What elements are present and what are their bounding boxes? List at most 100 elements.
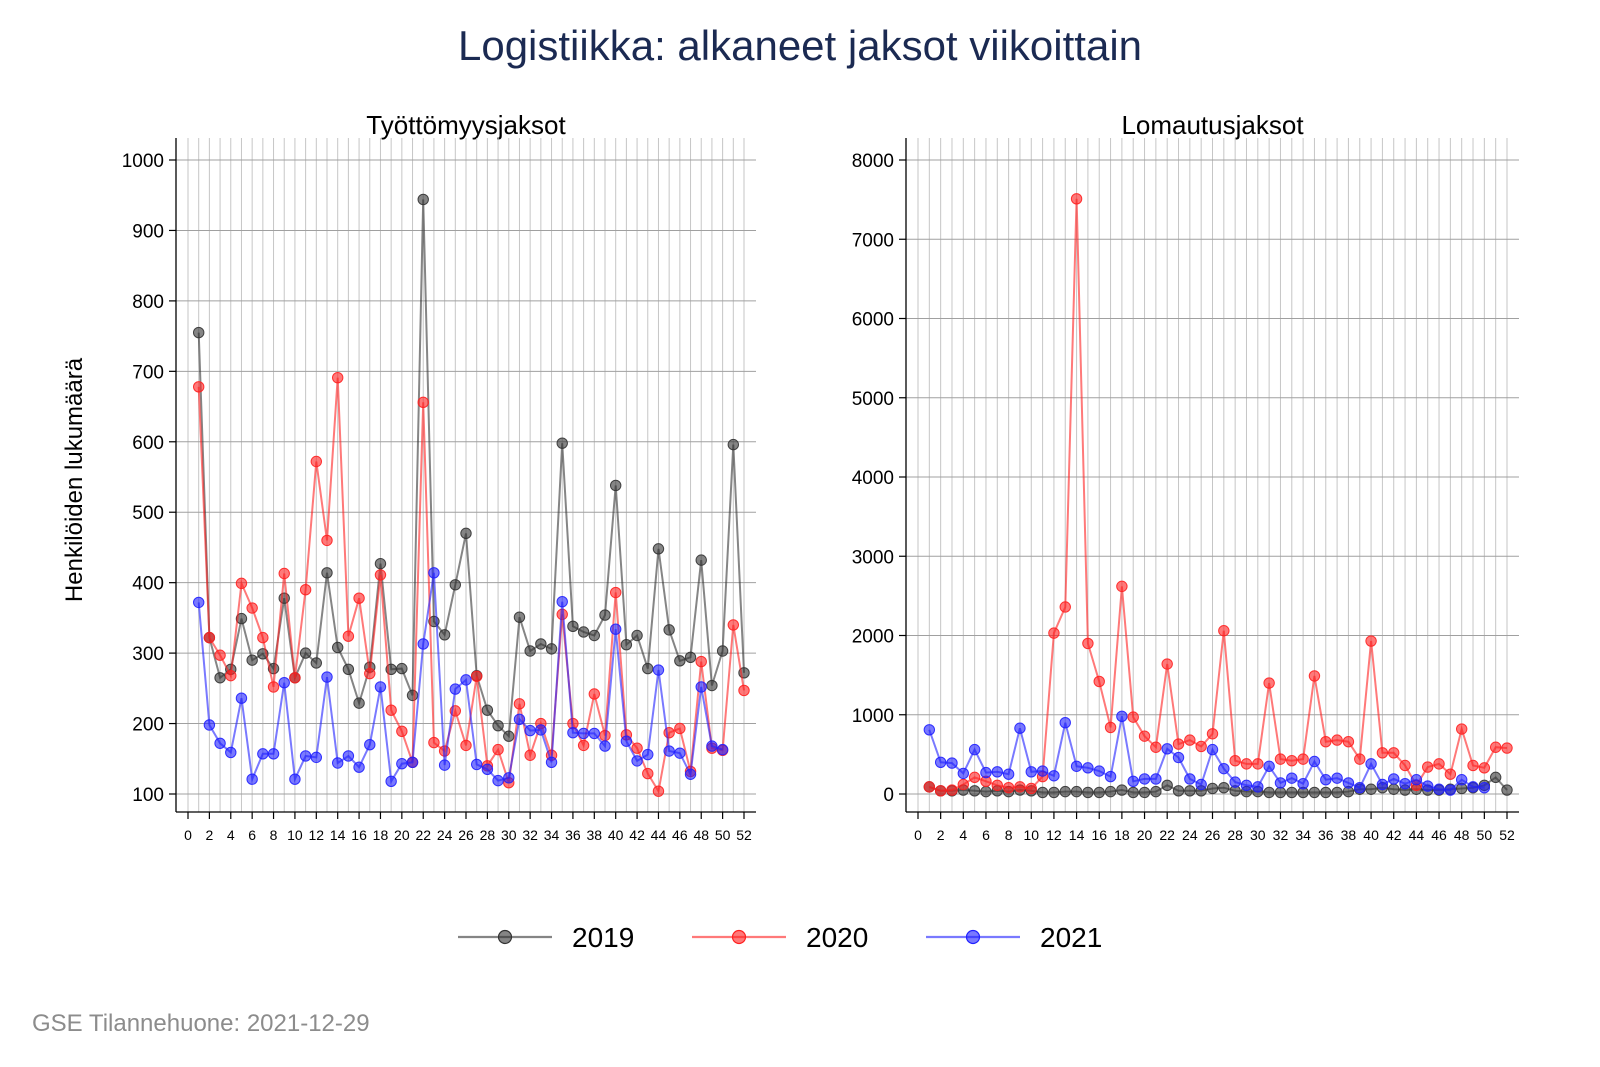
data-point bbox=[449, 683, 462, 695]
data-point bbox=[1014, 722, 1026, 734]
data-point bbox=[716, 645, 729, 657]
data-point bbox=[1263, 760, 1275, 772]
data-point bbox=[706, 740, 718, 752]
y-tick-label: 0 bbox=[883, 785, 894, 806]
series-line-2020 bbox=[197, 377, 745, 794]
data-point bbox=[1388, 773, 1400, 785]
data-point bbox=[1308, 786, 1321, 799]
series-2019 bbox=[192, 193, 750, 742]
data-point bbox=[1365, 635, 1377, 647]
x-tick-label: 50 bbox=[1477, 827, 1493, 843]
data-point bbox=[1286, 786, 1298, 799]
x-tick-label: 28 bbox=[1227, 827, 1243, 843]
data-point bbox=[1116, 784, 1128, 796]
x-tick-label: 30 bbox=[1250, 827, 1266, 843]
y-tick-label: 500 bbox=[132, 503, 164, 524]
data-point bbox=[203, 631, 216, 644]
data-point bbox=[1150, 773, 1162, 785]
x-tick-label: 0 bbox=[184, 827, 192, 843]
data-point bbox=[1127, 775, 1139, 788]
data-point bbox=[192, 326, 205, 339]
data-point bbox=[331, 757, 344, 769]
data-point bbox=[1320, 735, 1332, 748]
data-point bbox=[524, 749, 536, 761]
x-tick-label: 50 bbox=[715, 827, 731, 843]
data-point bbox=[1150, 785, 1162, 798]
data-point bbox=[374, 569, 387, 581]
data-point bbox=[1218, 781, 1230, 794]
data-point bbox=[428, 736, 440, 749]
data-point bbox=[353, 697, 365, 709]
data-point bbox=[225, 669, 237, 682]
data-point bbox=[1365, 758, 1377, 770]
data-point bbox=[727, 438, 740, 451]
data-point bbox=[1274, 786, 1287, 799]
y-tick-label: 6000 bbox=[852, 310, 894, 331]
panel-2: Lomautusjaksot 0 1000 2000 3000 4000 5000 6000 7… bbox=[852, 110, 1519, 843]
data-point bbox=[1331, 734, 1343, 746]
data-point bbox=[609, 479, 622, 492]
data-point bbox=[588, 688, 601, 700]
data-point bbox=[1478, 781, 1491, 794]
data-point bbox=[923, 781, 936, 793]
data-point bbox=[1025, 782, 1037, 795]
data-point bbox=[1286, 755, 1298, 767]
data-point bbox=[1127, 711, 1139, 723]
data-point bbox=[278, 676, 290, 689]
x-tick-label: 6 bbox=[982, 827, 990, 843]
x-tick-label: 22 bbox=[415, 827, 431, 843]
data-point bbox=[214, 649, 226, 661]
y-tick-label: 600 bbox=[132, 433, 164, 454]
data-point bbox=[289, 672, 301, 684]
data-point bbox=[1422, 761, 1434, 773]
data-point bbox=[524, 645, 536, 657]
series-line-2021 bbox=[928, 716, 1485, 792]
data-point bbox=[684, 651, 697, 664]
data-point bbox=[631, 755, 643, 767]
data-point bbox=[642, 662, 654, 675]
data-point bbox=[503, 730, 515, 742]
x-tick-label: 34 bbox=[1295, 827, 1311, 843]
legend: 2019 2020 2021 bbox=[458, 922, 1102, 953]
data-point bbox=[353, 592, 365, 604]
x-tick-label: 16 bbox=[351, 827, 367, 843]
data-point bbox=[192, 381, 205, 393]
data-point bbox=[1455, 774, 1468, 786]
x-tick-label: 46 bbox=[672, 827, 688, 843]
data-point bbox=[257, 748, 269, 760]
x-tick-label: 12 bbox=[1046, 827, 1062, 843]
footer-source: GSE Tilannehuone: 2021-12-29 bbox=[32, 1010, 370, 1037]
data-point bbox=[695, 655, 707, 668]
legend-marker bbox=[497, 929, 513, 945]
data-point bbox=[1172, 751, 1185, 764]
data-point bbox=[438, 759, 451, 771]
data-point bbox=[225, 746, 237, 759]
data-point bbox=[1433, 783, 1445, 795]
data-point bbox=[396, 725, 408, 738]
data-point bbox=[353, 761, 365, 773]
data-point bbox=[1342, 777, 1355, 789]
data-point bbox=[289, 773, 301, 785]
data-point bbox=[299, 584, 312, 596]
data-point bbox=[674, 722, 686, 735]
legend-marker bbox=[965, 929, 981, 945]
data-point bbox=[1229, 776, 1241, 788]
x-tick-label: 48 bbox=[1454, 827, 1470, 843]
data-point bbox=[235, 692, 248, 704]
x-tick-label: 52 bbox=[736, 827, 752, 843]
x-tick-label: 10 bbox=[287, 827, 303, 843]
data-point bbox=[1354, 753, 1366, 765]
data-point bbox=[1354, 781, 1366, 794]
data-point bbox=[428, 567, 440, 579]
y-tick-label: 3000 bbox=[852, 547, 894, 568]
data-point bbox=[674, 747, 686, 759]
x-tick-label: 42 bbox=[629, 827, 645, 843]
data-point bbox=[1399, 759, 1411, 772]
data-point bbox=[385, 704, 397, 716]
data-point bbox=[1048, 627, 1060, 639]
legend-label: 2020 bbox=[806, 922, 868, 953]
data-point bbox=[1002, 768, 1015, 780]
series-2021 bbox=[923, 710, 1491, 796]
data-point bbox=[556, 437, 568, 449]
